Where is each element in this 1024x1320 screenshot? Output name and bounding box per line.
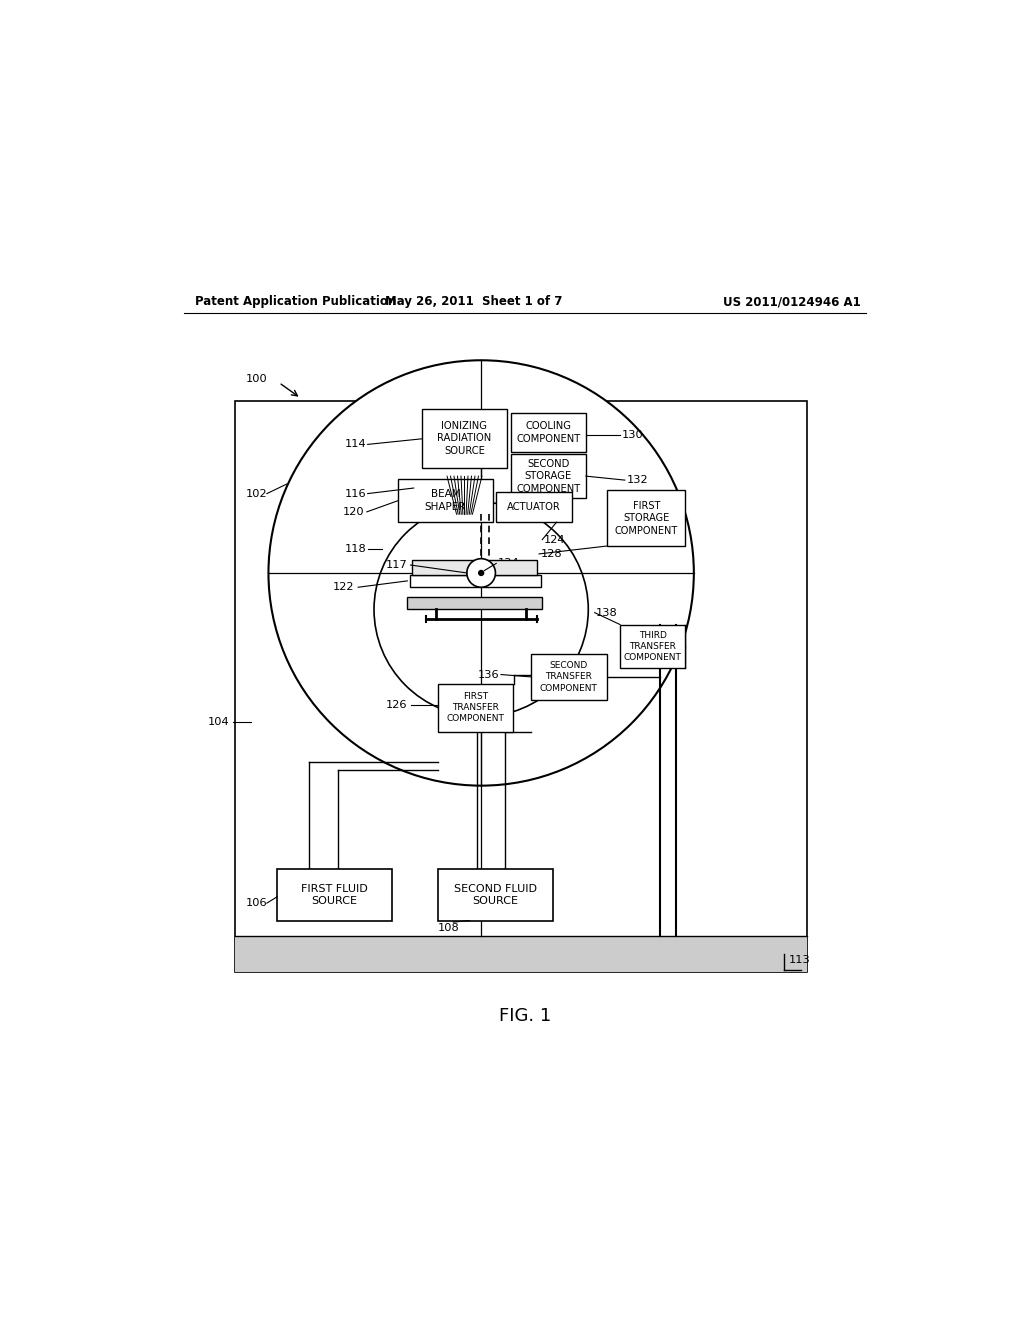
Text: US 2011/0124946 A1: US 2011/0124946 A1 xyxy=(723,296,861,308)
Circle shape xyxy=(478,570,484,576)
Bar xyxy=(437,869,553,920)
Circle shape xyxy=(268,360,694,785)
Text: 104: 104 xyxy=(207,717,229,727)
Text: SECOND
TRANSFER
COMPONENT: SECOND TRANSFER COMPONENT xyxy=(540,661,598,693)
Text: THIRD
TRANSFER
COMPONENT: THIRD TRANSFER COMPONENT xyxy=(624,631,682,661)
Text: 102: 102 xyxy=(246,488,267,499)
Text: 106: 106 xyxy=(246,898,267,908)
Bar xyxy=(511,454,586,499)
Text: SECOND
STORAGE
COMPONENT: SECOND STORAGE COMPONENT xyxy=(516,459,581,494)
Bar xyxy=(497,492,571,523)
Text: 117: 117 xyxy=(386,560,408,570)
Text: FIRST
TRANSFER
COMPONENT: FIRST TRANSFER COMPONENT xyxy=(446,692,504,723)
Text: BEAM
SHAPER: BEAM SHAPER xyxy=(425,490,466,512)
Text: 100: 100 xyxy=(246,375,267,384)
Text: ACTUATOR: ACTUATOR xyxy=(507,502,561,512)
Bar xyxy=(620,624,685,668)
Text: 116: 116 xyxy=(344,488,367,499)
Circle shape xyxy=(467,558,496,587)
Text: 130: 130 xyxy=(622,430,643,440)
Bar xyxy=(410,574,541,587)
Text: FIG. 1: FIG. 1 xyxy=(499,1007,551,1024)
Text: SECOND FLUID
SOURCE: SECOND FLUID SOURCE xyxy=(454,883,537,906)
Text: May 26, 2011  Sheet 1 of 7: May 26, 2011 Sheet 1 of 7 xyxy=(385,296,562,308)
Text: FIRST
STORAGE
COMPONENT: FIRST STORAGE COMPONENT xyxy=(614,500,678,536)
Text: 114: 114 xyxy=(344,440,367,449)
Text: 126: 126 xyxy=(386,700,408,710)
Text: FIRST FLUID
SOURCE: FIRST FLUID SOURCE xyxy=(301,883,368,906)
Circle shape xyxy=(374,503,588,717)
Bar xyxy=(412,560,538,574)
Text: 138: 138 xyxy=(596,607,617,618)
Text: 132: 132 xyxy=(627,475,648,486)
Bar xyxy=(408,597,543,610)
Text: 118: 118 xyxy=(344,544,367,554)
Bar xyxy=(607,491,685,546)
Bar xyxy=(531,653,606,700)
Bar xyxy=(511,413,586,453)
Bar xyxy=(422,409,507,469)
Bar xyxy=(236,401,807,972)
Bar xyxy=(437,684,513,731)
Bar xyxy=(278,869,392,920)
Text: 113: 113 xyxy=(788,956,810,965)
Text: 108: 108 xyxy=(437,924,459,933)
Text: 134: 134 xyxy=(498,558,519,569)
Text: Patent Application Publication: Patent Application Publication xyxy=(196,296,396,308)
Bar xyxy=(397,479,494,523)
Text: 122: 122 xyxy=(333,582,354,593)
Text: 128: 128 xyxy=(541,549,562,558)
Bar xyxy=(236,936,807,972)
Text: COOLING
COMPONENT: COOLING COMPONENT xyxy=(516,421,581,444)
Text: 120: 120 xyxy=(343,507,365,517)
Text: IONIZING
RADIATION
SOURCE: IONIZING RADIATION SOURCE xyxy=(437,421,492,455)
Text: 124: 124 xyxy=(544,535,565,545)
Text: 136: 136 xyxy=(478,669,500,680)
